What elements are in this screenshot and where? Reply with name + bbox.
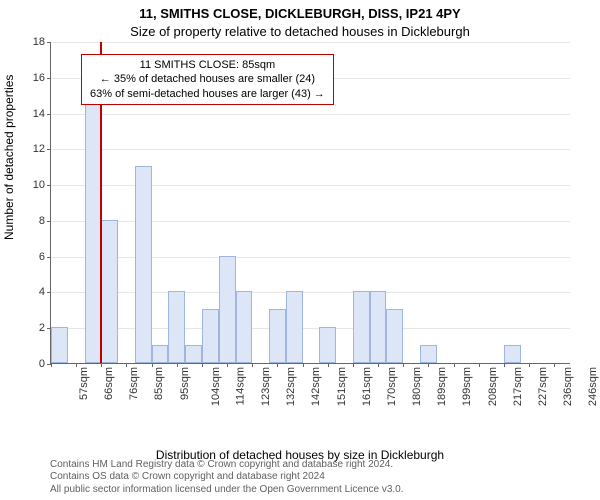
annotation-line: 11 SMITHS CLOSE: 85sqm xyxy=(90,58,325,72)
xtick-mark xyxy=(252,363,253,367)
ytick-label: 18 xyxy=(33,36,51,48)
histogram-bar xyxy=(185,345,202,363)
xtick-label: 208sqm xyxy=(487,367,499,406)
xtick-label: 95sqm xyxy=(179,367,191,400)
xtick-mark xyxy=(277,363,278,367)
histogram-bar xyxy=(353,291,370,363)
ytick-label: 8 xyxy=(39,215,51,227)
histogram-bar xyxy=(420,345,437,363)
chart-title-line2: Size of property relative to detached ho… xyxy=(0,24,600,39)
histogram-bar xyxy=(236,291,253,363)
xtick-mark xyxy=(126,363,127,367)
ytick-label: 12 xyxy=(33,143,51,155)
xtick-label: 123sqm xyxy=(260,367,272,406)
xtick-mark xyxy=(504,363,505,367)
xtick-mark xyxy=(303,363,304,367)
annotation-line: ← 35% of detached houses are smaller (24… xyxy=(90,72,325,86)
xtick-label: 199sqm xyxy=(462,367,474,406)
annotation-box: 11 SMITHS CLOSE: 85sqm← 35% of detached … xyxy=(81,54,334,105)
xtick-mark xyxy=(554,363,555,367)
xtick-mark xyxy=(101,363,102,367)
xtick-label: 189sqm xyxy=(436,367,448,406)
xtick-mark xyxy=(76,363,77,367)
ytick-label: 16 xyxy=(33,72,51,84)
xtick-mark xyxy=(428,363,429,367)
xtick-mark xyxy=(479,363,480,367)
xtick-label: 57sqm xyxy=(78,367,90,400)
chart-title-line1: 11, SMITHS CLOSE, DICKLEBURGH, DISS, IP2… xyxy=(0,6,600,21)
attribution-line1: Contains HM Land Registry data © Crown c… xyxy=(50,459,404,472)
ytick-label: 2 xyxy=(39,322,51,334)
histogram-bar xyxy=(219,256,236,363)
xtick-label: 161sqm xyxy=(361,367,373,406)
xtick-mark xyxy=(177,363,178,367)
histogram-bar xyxy=(51,327,68,363)
xtick-mark xyxy=(328,363,329,367)
attribution-line2: Contains OS data © Crown copyright and d… xyxy=(50,471,404,484)
xtick-mark xyxy=(202,363,203,367)
histogram-bar xyxy=(85,95,102,363)
histogram-bar xyxy=(168,291,185,363)
plot-area: 02468101214161857sqm66sqm76sqm85sqm95sqm… xyxy=(50,42,570,364)
xtick-label: 104sqm xyxy=(210,367,222,406)
xtick-label: 85sqm xyxy=(154,367,166,400)
xtick-label: 236sqm xyxy=(562,367,574,406)
ytick-label: 6 xyxy=(39,251,51,263)
ytick-label: 4 xyxy=(39,286,51,298)
xtick-label: 227sqm xyxy=(537,367,549,406)
ytick-label: 0 xyxy=(39,358,51,370)
xtick-label: 246sqm xyxy=(587,367,599,406)
histogram-bar xyxy=(101,220,118,363)
histogram-bar xyxy=(202,309,219,363)
attribution-text: Contains HM Land Registry data © Crown c… xyxy=(50,459,404,497)
xtick-label: 151sqm xyxy=(336,367,348,406)
histogram-bar xyxy=(152,345,169,363)
xtick-label: 142sqm xyxy=(311,367,323,406)
histogram-bar xyxy=(286,291,303,363)
xtick-mark xyxy=(454,363,455,367)
histogram-bar xyxy=(269,309,286,363)
xtick-label: 132sqm xyxy=(285,367,297,406)
xtick-mark xyxy=(353,363,354,367)
xtick-mark xyxy=(227,363,228,367)
xtick-mark xyxy=(152,363,153,367)
attribution-line3: All public sector information licensed u… xyxy=(50,484,404,497)
xtick-mark xyxy=(51,363,52,367)
histogram-bar xyxy=(504,345,521,363)
xtick-mark xyxy=(529,363,530,367)
histogram-bar xyxy=(135,166,152,363)
xtick-label: 180sqm xyxy=(411,367,423,406)
chart-container: 11, SMITHS CLOSE, DICKLEBURGH, DISS, IP2… xyxy=(0,0,600,500)
ytick-label: 14 xyxy=(33,108,51,120)
xtick-mark xyxy=(403,363,404,367)
xtick-label: 170sqm xyxy=(386,367,398,406)
xtick-label: 114sqm xyxy=(234,367,246,405)
xtick-mark xyxy=(378,363,379,367)
xtick-label: 76sqm xyxy=(128,367,140,400)
histogram-bar xyxy=(370,291,387,363)
ytick-label: 10 xyxy=(33,179,51,191)
xtick-label: 217sqm xyxy=(512,367,524,406)
y-axis-label: Number of detached properties xyxy=(2,75,16,240)
histogram-bar xyxy=(386,309,403,363)
xtick-label: 66sqm xyxy=(103,367,115,400)
annotation-line: 63% of semi-detached houses are larger (… xyxy=(90,87,325,101)
histogram-bar xyxy=(319,327,336,363)
